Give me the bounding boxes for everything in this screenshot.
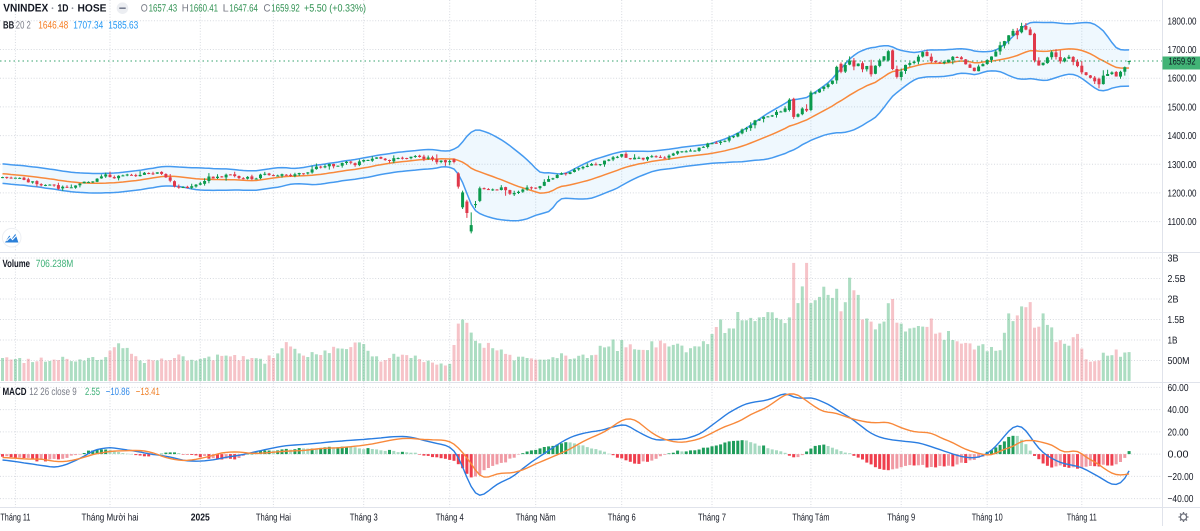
svg-text:1659.92: 1659.92 [1169, 57, 1196, 68]
svg-text:706.238M: 706.238M [36, 258, 74, 270]
svg-text:1100.00: 1100.00 [1168, 217, 1197, 228]
svg-text:Tháng 6: Tháng 6 [608, 513, 636, 524]
svg-text:Tháng 11: Tháng 11 [1067, 513, 1097, 524]
svg-text:1200.00: 1200.00 [1168, 188, 1197, 199]
svg-text:1300.00: 1300.00 [1168, 160, 1197, 171]
svg-text:0.00: 0.00 [1168, 450, 1189, 461]
svg-text:+5.50 (+0.33%): +5.50 (+0.33%) [304, 3, 366, 15]
svg-text:Volume: Volume [3, 258, 31, 270]
svg-text:MACD: MACD [3, 386, 27, 398]
svg-text:1B: 1B [1168, 336, 1178, 347]
svg-text:Tháng Năm: Tháng Năm [516, 513, 556, 524]
svg-text:−13.41: −13.41 [136, 386, 160, 398]
svg-text:3B: 3B [1168, 254, 1179, 265]
svg-text:Tháng 7: Tháng 7 [698, 513, 726, 524]
svg-text:1700.00: 1700.00 [1168, 45, 1197, 56]
svg-text:1646.48: 1646.48 [38, 20, 68, 32]
svg-text:Tháng Mười hai: Tháng Mười hai [82, 513, 139, 524]
svg-text:1D: 1D [58, 3, 69, 15]
svg-text:Tháng Tám: Tháng Tám [792, 513, 829, 524]
svg-text:Tháng 4: Tháng 4 [436, 513, 464, 524]
svg-text:HOSE: HOSE [78, 3, 107, 15]
svg-text:2.55: 2.55 [85, 386, 100, 398]
svg-text:1600.00: 1600.00 [1168, 74, 1197, 85]
svg-text:12 26 close 9: 12 26 close 9 [29, 386, 77, 398]
svg-text:O: O [141, 3, 148, 15]
svg-text:2025: 2025 [191, 513, 210, 524]
svg-text:500M: 500M [1168, 356, 1190, 367]
svg-text:1659.92: 1659.92 [271, 3, 300, 15]
svg-text:−10.86: −10.86 [106, 386, 130, 398]
svg-text:Tháng 3: Tháng 3 [350, 513, 378, 524]
svg-text:Tháng 9: Tháng 9 [887, 513, 915, 524]
svg-text:−20.00: −20.00 [1168, 472, 1194, 483]
svg-text:1647.64: 1647.64 [229, 3, 258, 15]
svg-text:Tháng 11: Tháng 11 [0, 513, 30, 524]
svg-text:1.5B: 1.5B [1168, 315, 1185, 326]
svg-text:Tháng 10: Tháng 10 [972, 513, 1003, 524]
svg-text:−40.00: −40.00 [1168, 494, 1194, 505]
svg-text:2B: 2B [1168, 295, 1179, 306]
svg-text:60.00: 60.00 [1168, 383, 1189, 394]
svg-text:1800.00: 1800.00 [1168, 16, 1197, 27]
svg-text:1400.00: 1400.00 [1168, 131, 1197, 142]
svg-text:20.00: 20.00 [1168, 427, 1189, 438]
svg-text:1660.41: 1660.41 [190, 3, 219, 15]
svg-text:Tháng Hai: Tháng Hai [256, 513, 291, 524]
svg-text:1500.00: 1500.00 [1168, 102, 1197, 113]
svg-text:1707.34: 1707.34 [73, 20, 103, 32]
svg-text:H: H [182, 3, 189, 15]
svg-text:VNINDEX: VNINDEX [3, 3, 49, 15]
svg-text:C: C [264, 3, 271, 15]
svg-text:BB: BB [3, 20, 15, 32]
svg-text:1657.43: 1657.43 [149, 3, 178, 15]
svg-text:40.00: 40.00 [1168, 405, 1189, 416]
svg-text:L: L [223, 3, 229, 15]
svg-text:20 2: 20 2 [16, 20, 31, 32]
svg-text:1585.63: 1585.63 [108, 20, 138, 32]
svg-text:2.5B: 2.5B [1168, 274, 1186, 285]
